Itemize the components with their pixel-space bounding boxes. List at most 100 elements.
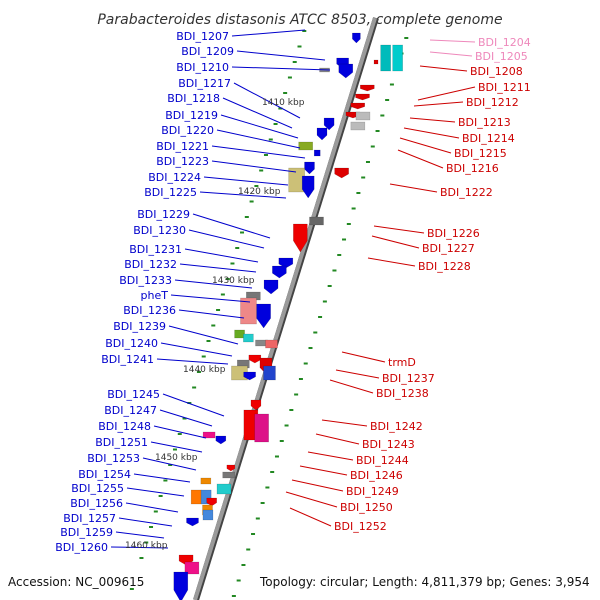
tick-mark bbox=[255, 517, 260, 520]
gene-feature bbox=[278, 257, 294, 269]
leader-line bbox=[199, 191, 287, 199]
leader-line bbox=[367, 257, 416, 267]
gene-label-right: BDI_1228 bbox=[418, 260, 471, 273]
leader-line bbox=[417, 86, 476, 101]
tick-mark bbox=[287, 76, 292, 79]
leader-line bbox=[285, 491, 338, 508]
gene-label-right: BDI_1214 bbox=[462, 132, 515, 145]
tick-mark bbox=[263, 154, 268, 156]
gene-label-left: BDI_1217 bbox=[178, 77, 231, 90]
gene-label-right: BDI_1226 bbox=[427, 227, 480, 240]
leader-line bbox=[409, 117, 456, 123]
tick-mark bbox=[254, 185, 259, 187]
gene-feature bbox=[254, 413, 269, 443]
gene-label-right: BDI_1227 bbox=[422, 242, 475, 255]
gene-label-left: BDI_1223 bbox=[156, 155, 209, 168]
gene-label-right: BDI_1215 bbox=[454, 147, 507, 160]
gene-label-right: BDI_1205 bbox=[475, 50, 528, 63]
gene-feature bbox=[256, 303, 271, 329]
gene-label-left: BDI_1259 bbox=[60, 526, 113, 539]
leader-line bbox=[159, 409, 213, 427]
accession-bg bbox=[4, 570, 148, 588]
leader-line bbox=[170, 294, 251, 303]
leader-line bbox=[184, 248, 259, 263]
tick-mark bbox=[318, 316, 323, 318]
tick-mark bbox=[404, 37, 409, 39]
gene-label-left: BDI_1245 bbox=[107, 388, 160, 401]
gene-feature bbox=[200, 489, 212, 505]
gene-feature bbox=[226, 464, 236, 472]
leader-line bbox=[335, 369, 380, 379]
gene-feature bbox=[216, 483, 232, 495]
leader-line bbox=[419, 65, 468, 72]
gene-label-left: BDI_1256 bbox=[70, 497, 123, 510]
gene-label-right: BDI_1213 bbox=[458, 116, 511, 129]
gene-feature bbox=[323, 117, 335, 131]
gene-label-right: BDI_1222 bbox=[440, 186, 493, 199]
tick-mark bbox=[201, 355, 206, 358]
tick-mark bbox=[298, 378, 303, 380]
tick-mark bbox=[230, 262, 235, 265]
gene-label-left: BDI_1209 bbox=[181, 45, 234, 58]
gene-label-right: BDI_1216 bbox=[446, 162, 499, 175]
leader-line bbox=[188, 229, 265, 249]
tick-mark bbox=[332, 269, 337, 272]
tick-mark bbox=[274, 455, 279, 458]
tick-mark bbox=[370, 145, 375, 148]
gene-label-left: BDI_1210 bbox=[176, 61, 229, 74]
tick-mark bbox=[342, 238, 347, 241]
gene-label-left: BDI_1207 bbox=[176, 30, 229, 43]
topology-bg bbox=[256, 570, 596, 588]
gene-label-right: BDI_1212 bbox=[466, 96, 519, 109]
tick-mark bbox=[380, 114, 385, 117]
tick-mark bbox=[182, 417, 187, 420]
gene-feature bbox=[263, 279, 279, 295]
leader-line bbox=[429, 39, 476, 43]
gene-label-left: BDI_1219 bbox=[165, 109, 218, 122]
gene-feature bbox=[373, 59, 379, 65]
gene-label-left: BDI_1233 bbox=[119, 274, 172, 287]
tick-mark bbox=[235, 247, 240, 249]
gene-label-left: BDI_1236 bbox=[123, 304, 176, 317]
tick-mark bbox=[260, 502, 265, 504]
tick-mark bbox=[351, 207, 356, 210]
gene-label-left: BDI_1248 bbox=[98, 420, 151, 433]
gene-feature bbox=[184, 561, 200, 575]
gene-label-right: BDI_1252 bbox=[334, 520, 387, 533]
gene-label-right: BDI_1211 bbox=[478, 81, 531, 94]
map-title: Parabacteroides distasonis ATCC 8503, co… bbox=[97, 12, 502, 28]
gene-feature bbox=[350, 121, 366, 131]
leader-line bbox=[150, 441, 203, 453]
leader-line bbox=[289, 507, 332, 527]
leader-line bbox=[321, 419, 368, 427]
tick-mark bbox=[308, 347, 313, 349]
leader-line bbox=[211, 145, 306, 159]
kbp-label: 1450 kbp bbox=[155, 453, 198, 463]
leader-line bbox=[371, 235, 420, 249]
gene-label-left: BDI_1224 bbox=[148, 171, 201, 184]
gene-feature bbox=[240, 297, 257, 325]
leader-line bbox=[125, 502, 179, 513]
tick-marks bbox=[129, 30, 409, 597]
gene-label-right: BDI_1204 bbox=[478, 36, 531, 49]
gene-feature bbox=[334, 167, 349, 179]
leader-line bbox=[231, 29, 306, 37]
leader-line bbox=[168, 325, 239, 345]
tick-mark bbox=[259, 169, 264, 172]
gene-feature bbox=[243, 371, 256, 381]
leader-line bbox=[178, 309, 245, 319]
leader-line bbox=[153, 425, 207, 439]
tick-mark bbox=[211, 324, 216, 327]
tick-mark bbox=[196, 371, 201, 373]
gene-label-left: BDI_1232 bbox=[124, 258, 177, 271]
tick-mark bbox=[279, 440, 284, 442]
leader-line bbox=[389, 183, 438, 193]
kbp-label: 1430 kbp bbox=[212, 276, 255, 286]
gene-label-left: BDI_1230 bbox=[133, 224, 186, 237]
tick-mark bbox=[313, 331, 318, 334]
gene-feature bbox=[265, 339, 278, 349]
accession-text: Accession: NC_009615 bbox=[8, 575, 144, 589]
tick-mark bbox=[294, 393, 299, 396]
tick-mark bbox=[270, 471, 275, 473]
gene-feature bbox=[304, 161, 315, 175]
